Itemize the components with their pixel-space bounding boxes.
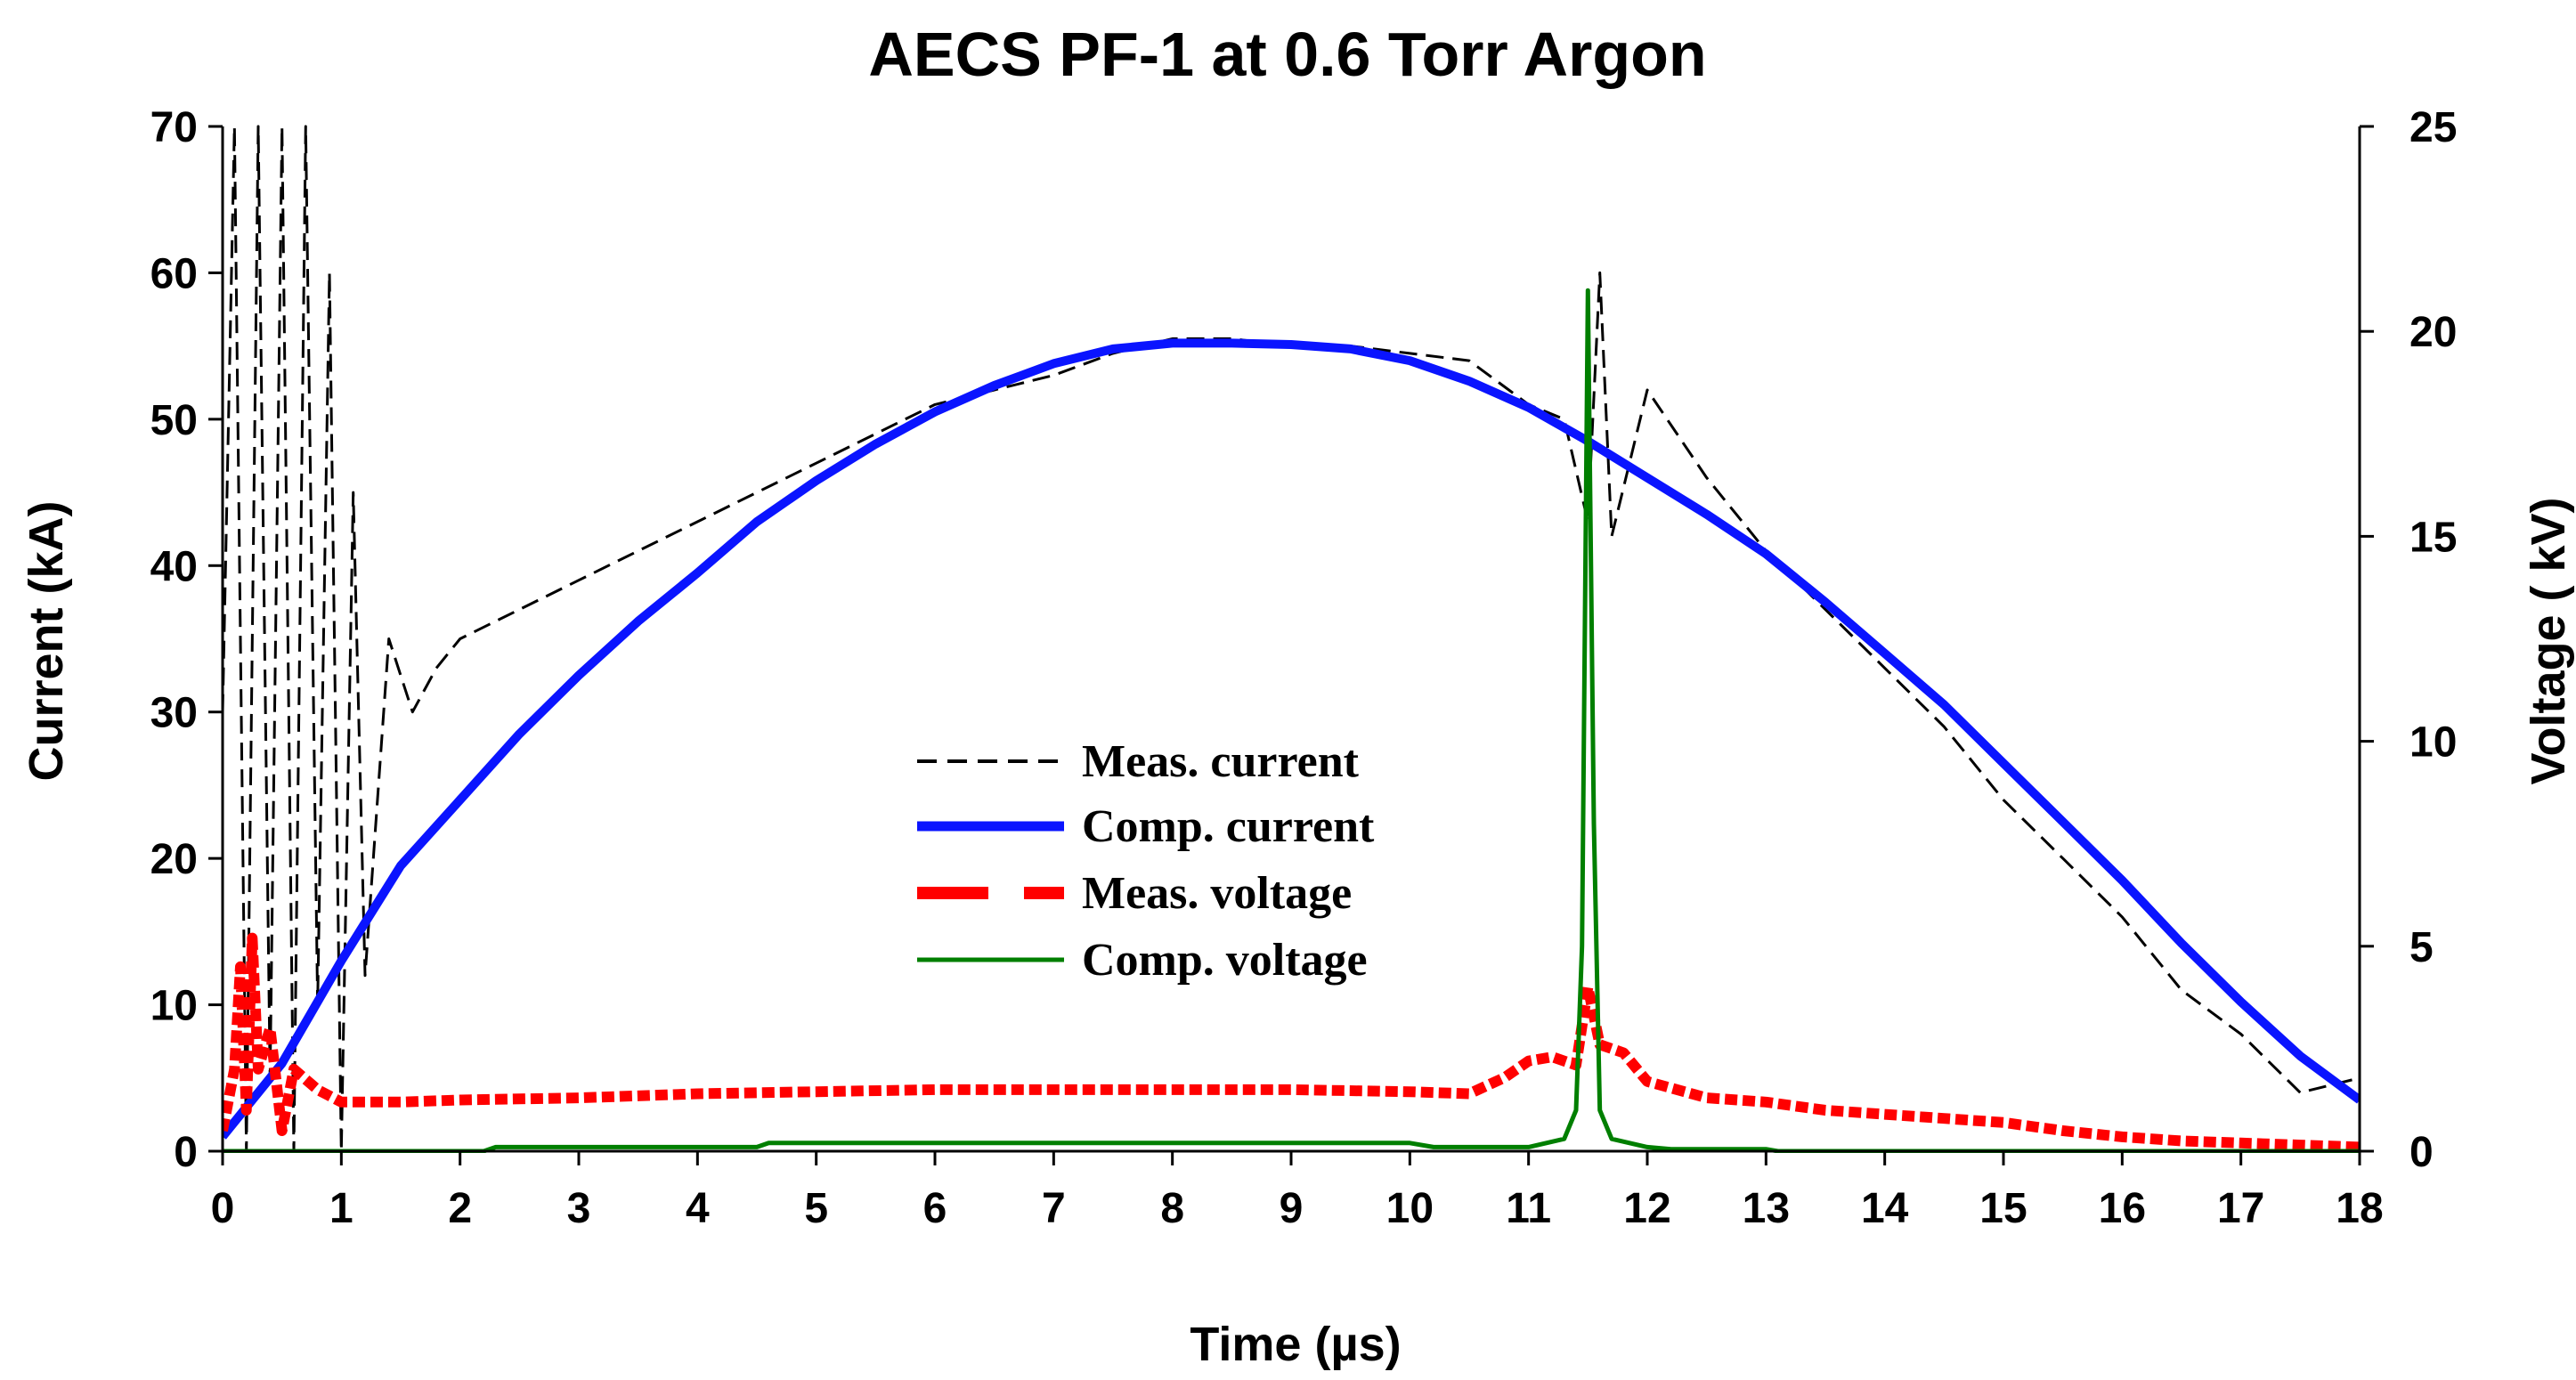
y-tick-label: 20: [150, 836, 198, 883]
x-tick-label: 6: [923, 1185, 947, 1232]
x-tick-label: 15: [1979, 1185, 2027, 1232]
y-axis-label: Current (kA): [20, 500, 73, 781]
y-tick-label: 0: [174, 1129, 198, 1176]
x-tick-label: 10: [1386, 1185, 1434, 1232]
legend-label-comp-voltage: Comp. voltage: [1082, 935, 1368, 986]
x-tick-label: 9: [1280, 1185, 1304, 1232]
y2-tick-label: 15: [2409, 514, 2457, 561]
x-tick-label: 14: [1861, 1185, 1909, 1232]
y2-tick-label: 5: [2409, 924, 2434, 971]
x-tick-label: 8: [1160, 1185, 1184, 1232]
x-tick-label: 16: [2099, 1185, 2146, 1232]
x-tick-label: 12: [1623, 1185, 1670, 1232]
y-tick-label: 70: [150, 104, 198, 151]
y2-tick-label: 25: [2409, 104, 2457, 151]
x-tick-label: 2: [448, 1185, 472, 1232]
legend: Meas. current Comp. current Meas. voltag…: [917, 736, 1375, 986]
chart-title: AECS PF-1 at 0.6 Torr Argon: [868, 20, 1706, 89]
x-tick-label: 13: [1743, 1185, 1790, 1232]
series-line-comp-current: [223, 338, 2360, 1140]
series-line-meas-current: [223, 125, 2360, 1153]
series-layer: [223, 125, 2360, 1153]
x-tick-label: 1: [329, 1185, 353, 1232]
ticks-layer: 0 1 2 3 4 5 6 7 8 9 10 11 12 13 14 15 16 17 18010203040506…: [150, 104, 2458, 1232]
legend-label-meas-voltage: Meas. voltage: [1082, 868, 1352, 919]
series-line-comp-voltage: [223, 288, 2360, 1153]
y2-axis-label: Voltage ( kV): [2522, 497, 2575, 784]
y2-tick-label: 10: [2409, 719, 2457, 767]
x-axis-label: Time (µs): [1190, 1318, 1401, 1371]
y2-tick-label: 20: [2409, 309, 2457, 356]
y2-tick-label: 0: [2409, 1129, 2434, 1176]
legend-label-comp-current: Comp. current: [1082, 801, 1375, 852]
legend-label-meas-current: Meas. current: [1082, 736, 1360, 787]
y-tick-label: 10: [150, 983, 198, 1030]
y-tick-label: 40: [150, 543, 198, 590]
y-tick-label: 60: [150, 250, 198, 297]
x-tick-label: 17: [2217, 1185, 2264, 1232]
x-tick-label: 0: [211, 1185, 235, 1232]
y-tick-label: 30: [150, 690, 198, 737]
x-tick-label: 3: [567, 1185, 591, 1232]
x-tick-label: 4: [686, 1185, 710, 1232]
x-tick-label: 7: [1042, 1185, 1066, 1232]
x-tick-label: 5: [804, 1185, 828, 1232]
x-tick-label: 11: [1506, 1185, 1551, 1232]
y-tick-label: 50: [150, 397, 198, 444]
x-tick-label: 18: [2336, 1185, 2383, 1232]
series-line-meas-voltage: [223, 932, 2360, 1153]
